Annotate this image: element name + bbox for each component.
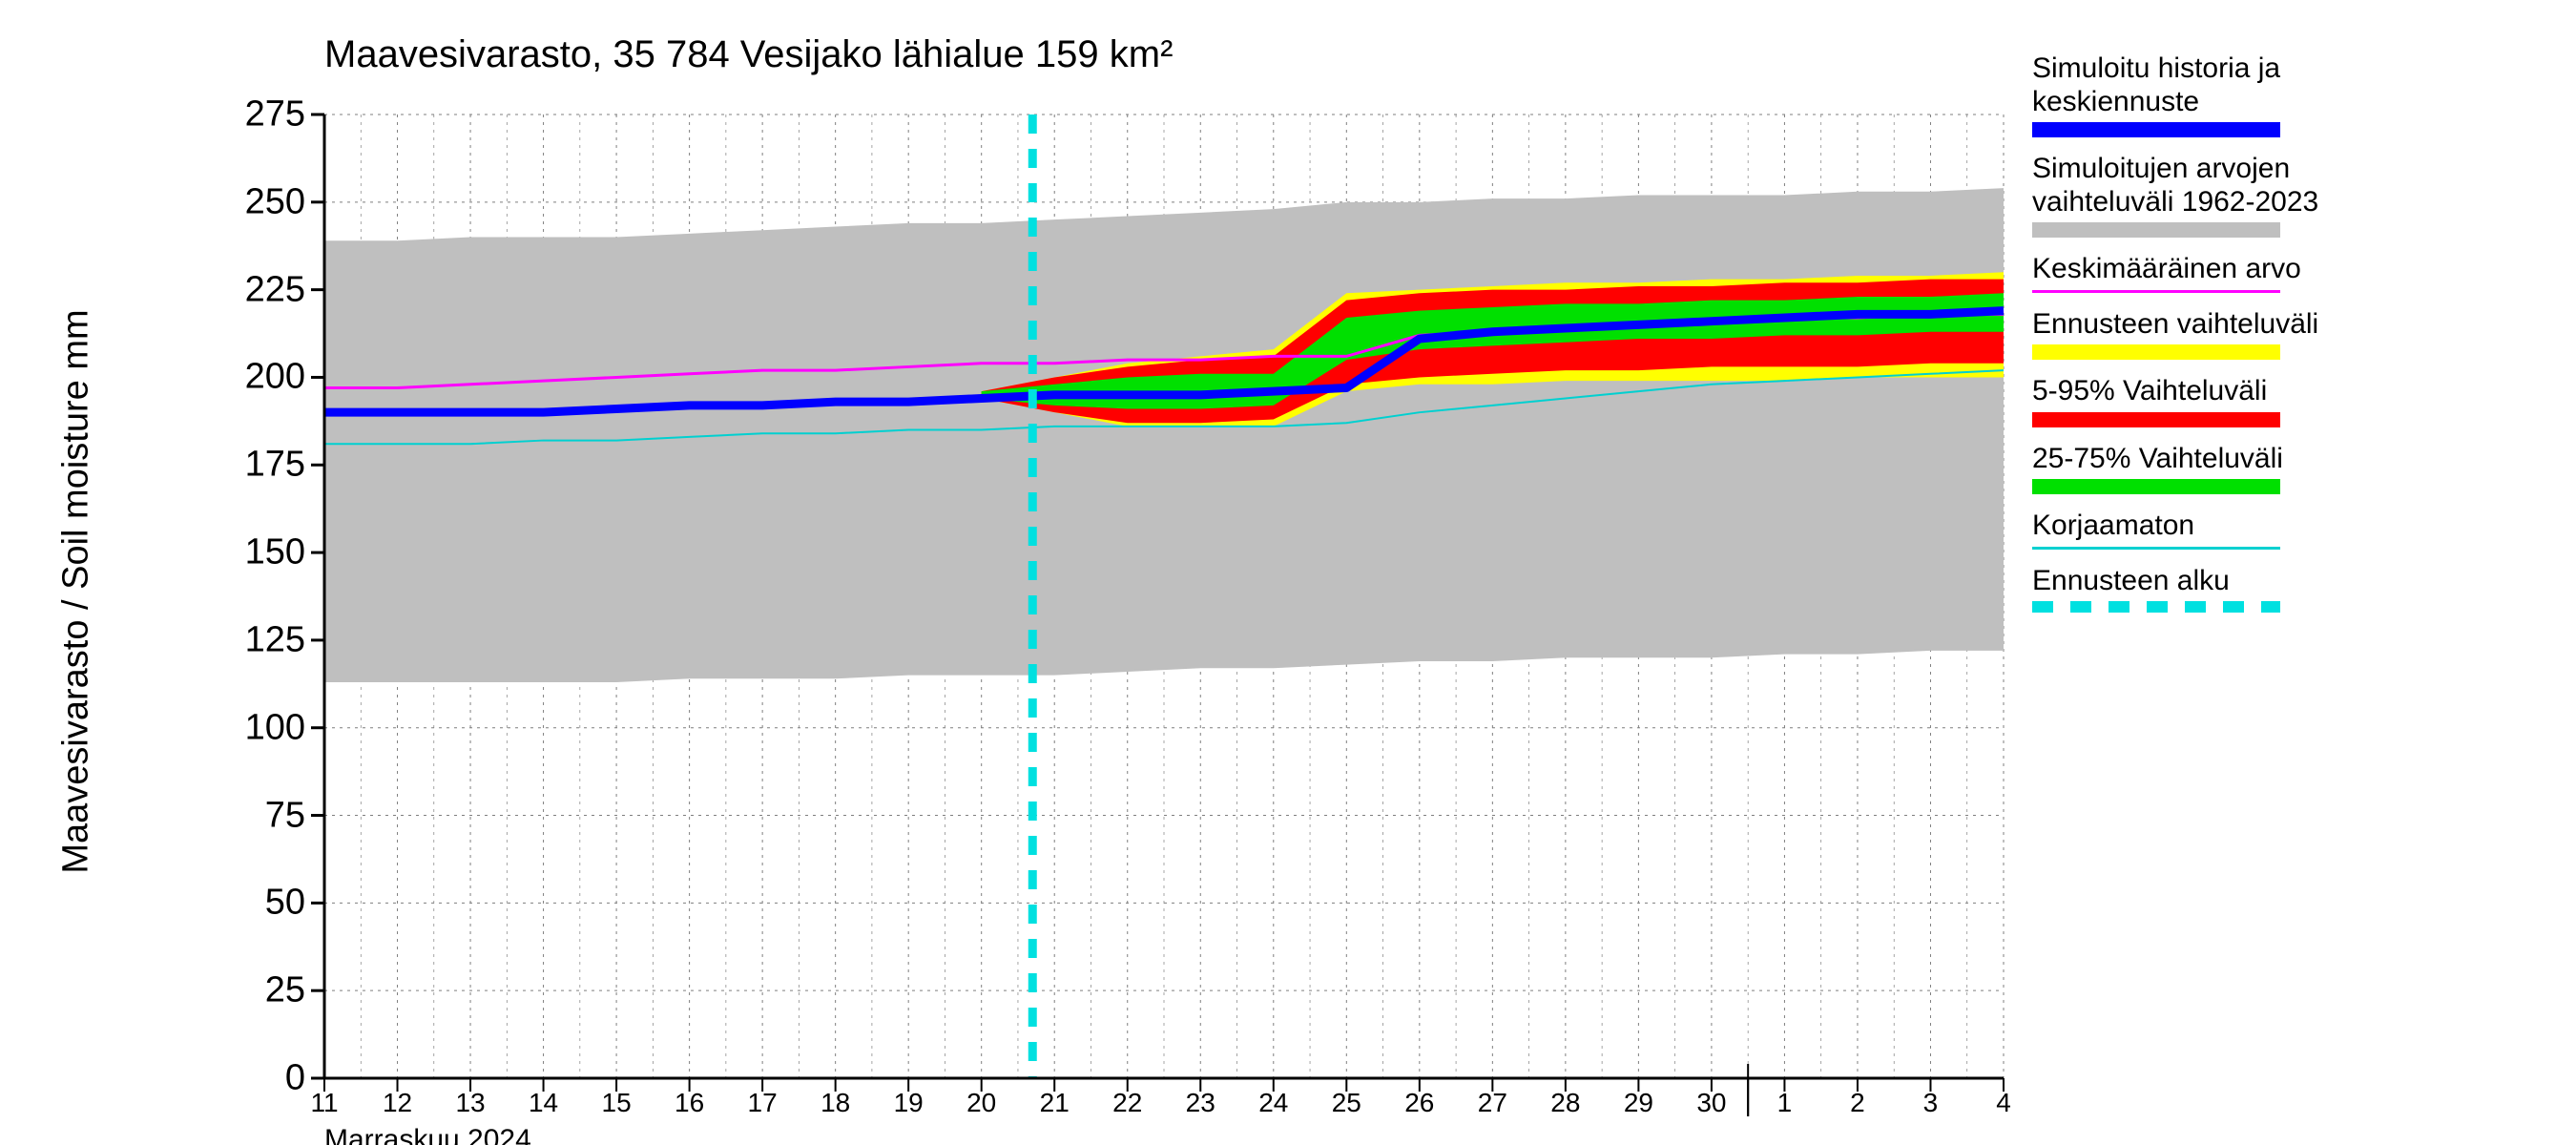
- legend-item: Keskimääräinen arvo: [2032, 253, 2566, 293]
- legend-label: keskiennuste: [2032, 86, 2566, 119]
- legend-swatch: [2032, 479, 2280, 494]
- y-tick-label: 175: [245, 445, 305, 486]
- x-tick-label: 25: [1332, 1088, 1361, 1118]
- x-tick-label: 22: [1112, 1088, 1142, 1118]
- legend-swatch: [2032, 547, 2280, 550]
- y-tick-label: 225: [245, 269, 305, 310]
- legend-swatch: [2032, 412, 2280, 427]
- legend-label: 25-75% Vaihteluväli: [2032, 443, 2566, 476]
- legend-item: Korjaamaton: [2032, 510, 2566, 550]
- legend-item: Simuloitu historia jakeskiennuste: [2032, 52, 2566, 137]
- x-tick-label: 24: [1258, 1088, 1288, 1118]
- legend-label: vaihteluväli 1962-2023: [2032, 186, 2566, 219]
- y-tick-label: 150: [245, 532, 305, 573]
- legend-swatch: [2032, 222, 2280, 238]
- month-label-fi: Marraskuu 2024: [324, 1124, 531, 1145]
- legend: Simuloitu historia jakeskiennusteSimuloi…: [2032, 52, 2566, 628]
- legend-label: Ennusteen alku: [2032, 565, 2566, 598]
- x-tick-label: 18: [821, 1088, 850, 1118]
- x-tick-label: 19: [894, 1088, 924, 1118]
- y-tick-label: 125: [245, 619, 305, 660]
- y-tick-label: 75: [265, 795, 305, 836]
- x-tick-label: 20: [966, 1088, 996, 1118]
- legend-item: Ennusteen vaihteluväli: [2032, 308, 2566, 361]
- x-tick-label: 15: [602, 1088, 632, 1118]
- y-tick-label: 200: [245, 357, 305, 398]
- x-tick-label: 16: [675, 1088, 704, 1118]
- x-tick-label: 27: [1478, 1088, 1507, 1118]
- x-tick-label: 26: [1404, 1088, 1434, 1118]
- legend-label: Keskimääräinen arvo: [2032, 253, 2566, 286]
- x-tick-label: 11: [310, 1088, 338, 1118]
- legend-label: Korjaamaton: [2032, 510, 2566, 543]
- x-tick-label: 28: [1550, 1088, 1580, 1118]
- x-tick-label: 23: [1186, 1088, 1215, 1118]
- legend-item: Simuloitujen arvojenvaihteluväli 1962-20…: [2032, 153, 2566, 238]
- y-tick-label: 50: [265, 883, 305, 924]
- y-tick-label: 25: [265, 970, 305, 1011]
- legend-label: Simuloitujen arvojen: [2032, 153, 2566, 186]
- x-tick-label: 14: [529, 1088, 558, 1118]
- x-tick-label: 2: [1850, 1088, 1865, 1118]
- x-tick-label: 21: [1040, 1088, 1070, 1118]
- legend-item: 5-95% Vaihteluväli: [2032, 375, 2566, 427]
- y-tick-label: 0: [285, 1058, 305, 1099]
- x-tick-label: 29: [1624, 1088, 1653, 1118]
- legend-label: Ennusteen vaihteluväli: [2032, 308, 2566, 342]
- y-tick-label: 100: [245, 707, 305, 748]
- legend-label: Simuloitu historia ja: [2032, 52, 2566, 86]
- legend-swatch: [2032, 601, 2280, 613]
- x-tick-label: 13: [455, 1088, 485, 1118]
- legend-label: 5-95% Vaihteluväli: [2032, 375, 2566, 408]
- y-tick-label: 275: [245, 94, 305, 135]
- legend-swatch: [2032, 122, 2280, 137]
- x-tick-label: 17: [748, 1088, 778, 1118]
- x-tick-label: 4: [1996, 1088, 2011, 1118]
- x-tick-label: 3: [1923, 1088, 1939, 1118]
- x-tick-label: 1: [1777, 1088, 1793, 1118]
- legend-item: Ennusteen alku: [2032, 565, 2566, 614]
- legend-swatch: [2032, 344, 2280, 360]
- x-tick-label: 12: [383, 1088, 412, 1118]
- legend-swatch: [2032, 290, 2280, 293]
- y-tick-label: 250: [245, 181, 305, 222]
- x-tick-label: 30: [1696, 1088, 1726, 1118]
- legend-item: 25-75% Vaihteluväli: [2032, 443, 2566, 495]
